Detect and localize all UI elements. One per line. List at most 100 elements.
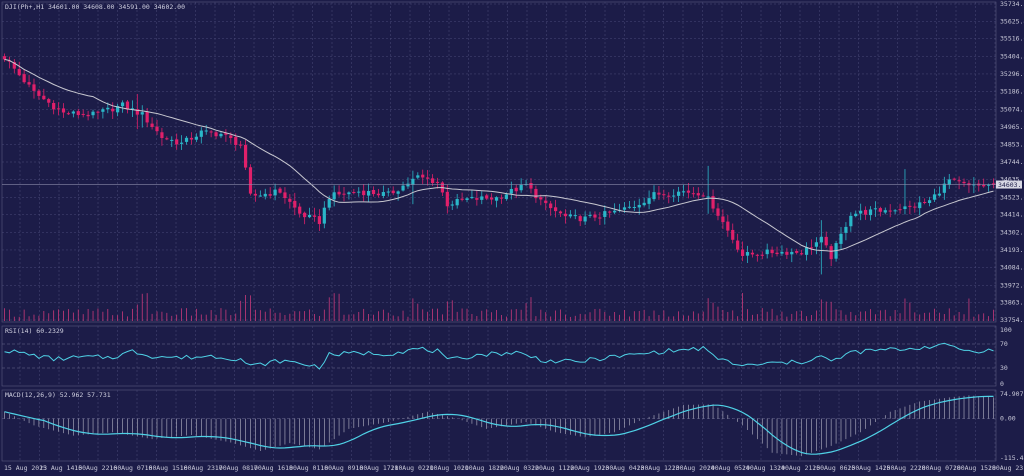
- time-axis-label: 25 Aug 14:00: [847, 464, 894, 472]
- price-tick-label: 35074.30: [1000, 105, 1024, 113]
- candle-body: [849, 215, 853, 227]
- candle-body: [165, 138, 169, 140]
- candle-body: [273, 189, 277, 196]
- candle-body: [298, 206, 302, 214]
- candle-body: [61, 108, 66, 113]
- candle-body: [701, 195, 705, 197]
- candle-body: [795, 250, 799, 253]
- candle-body: [903, 206, 907, 210]
- time-axis-label: 24 Aug 21:00: [777, 464, 824, 472]
- candle-body: [180, 142, 184, 144]
- time-axis-label: 22 Aug 03:00: [496, 464, 543, 472]
- candle-body: [677, 191, 681, 196]
- price-tick-label: 33754.30: [1000, 316, 1024, 324]
- candle-body: [435, 181, 440, 183]
- price-tick-label: 35625.45: [1000, 17, 1024, 25]
- price-tick-label: 34302.10: [1000, 229, 1024, 237]
- candle-body: [770, 249, 774, 254]
- candle-body: [455, 199, 459, 206]
- candle-body: [790, 251, 794, 255]
- time-axis-label: 21 Aug 18:00: [461, 464, 508, 472]
- candle-body: [647, 198, 651, 204]
- candle-body: [22, 74, 26, 83]
- candle-body: [642, 202, 646, 206]
- candle-body: [740, 249, 745, 256]
- candle-body: [71, 111, 75, 114]
- candle-body: [957, 180, 961, 182]
- time-axis-label: 25 Aug 06:00: [812, 464, 859, 472]
- price-tick-label: 34193.20: [1000, 246, 1024, 254]
- candle-body: [332, 192, 336, 200]
- candle-body: [593, 214, 597, 218]
- candle-body: [450, 204, 454, 206]
- candle-body: [598, 217, 602, 219]
- candle-body: [357, 191, 361, 193]
- candle-body: [81, 113, 85, 115]
- candle-body: [608, 211, 612, 213]
- candle-body: [819, 236, 823, 243]
- candle-body: [445, 191, 449, 207]
- candle-body: [563, 213, 568, 217]
- candle-body: [42, 95, 46, 100]
- candle-body: [268, 194, 272, 196]
- time-axis-label: 18 Aug 09:00: [320, 464, 367, 472]
- candle-body: [258, 195, 262, 197]
- candle-body: [509, 188, 513, 194]
- candle-body: [711, 196, 715, 209]
- candle-body: [145, 111, 149, 123]
- candle-body: [549, 203, 553, 209]
- candle-body: [504, 194, 508, 199]
- candle-body: [243, 144, 248, 168]
- time-axis-label: 16 Aug 15:00: [145, 464, 192, 472]
- candle-body: [86, 114, 90, 117]
- candle-body: [32, 84, 36, 91]
- candle-body: [716, 208, 720, 216]
- candle-body: [514, 187, 518, 192]
- candle-body: [490, 197, 494, 200]
- candle-body: [362, 190, 366, 196]
- candle-body: [155, 126, 159, 132]
- candle-body: [135, 109, 139, 115]
- candle-body: [927, 200, 932, 204]
- candle-body: [56, 108, 61, 110]
- candle-body: [800, 253, 804, 255]
- candle-body: [667, 195, 671, 197]
- time-axis-label: 23 Aug 20:00: [672, 464, 719, 472]
- candle-body: [209, 131, 213, 133]
- candle-body: [229, 135, 233, 139]
- candle-body: [898, 209, 902, 211]
- candle-body: [745, 252, 750, 256]
- candle-body: [726, 221, 730, 231]
- time-axis-label: 24 Aug 05:00: [707, 464, 754, 472]
- candle-body: [736, 240, 740, 250]
- candle-body: [544, 200, 548, 203]
- candle-body: [987, 184, 991, 186]
- candle-body: [120, 102, 125, 107]
- candle-body: [558, 211, 563, 214]
- candle-body: [327, 198, 331, 208]
- candle-body: [632, 207, 636, 209]
- candle-body: [637, 204, 641, 208]
- candle-body: [765, 249, 769, 255]
- time-axis-label: 15 Aug 22:00: [74, 464, 121, 472]
- candle-body: [347, 192, 351, 195]
- candle-body: [234, 136, 238, 145]
- candle-body: [947, 179, 951, 185]
- candle-body: [829, 246, 833, 260]
- price-tick-label: 34744.30: [1000, 158, 1024, 166]
- time-axis-label: 16 Aug 23:00: [180, 464, 227, 472]
- time-axis-label: 21 Aug 10:00: [426, 464, 473, 472]
- candle-body: [750, 252, 755, 255]
- candle-body: [932, 194, 937, 200]
- time-axis-label: 22 Aug 19:00: [566, 464, 613, 472]
- candle-body: [696, 193, 700, 196]
- candle-body: [101, 109, 105, 112]
- candle-body: [573, 215, 577, 217]
- candle-body: [859, 210, 863, 214]
- candle-body: [662, 194, 666, 196]
- candle-body: [465, 198, 469, 200]
- candle-body: [962, 181, 966, 184]
- candle-body: [893, 210, 897, 212]
